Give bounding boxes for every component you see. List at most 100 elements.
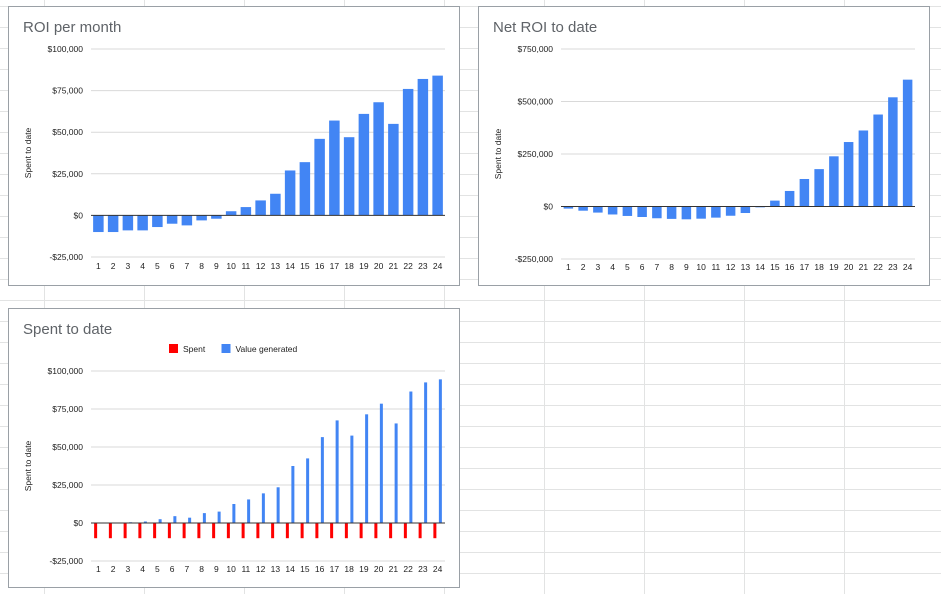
chart-plot: -$25,000 $0 $25,000 $50,000 $75,000 $100,000 S… bbox=[23, 44, 445, 271]
y-tick-label: $25,000 bbox=[52, 169, 83, 179]
x-tick-label: 13 bbox=[741, 262, 751, 272]
y-tick-label: $75,000 bbox=[52, 86, 83, 96]
chart-spent-to-date[interactable]: Spent to date -$25,000 $0 $25,000 $50,000 $7… bbox=[8, 308, 460, 588]
bar bbox=[182, 523, 186, 539]
bar bbox=[350, 435, 354, 523]
bar bbox=[270, 193, 281, 216]
bar bbox=[888, 97, 898, 207]
bar bbox=[409, 391, 413, 523]
x-tick-label: 2 bbox=[111, 564, 116, 574]
bar bbox=[343, 137, 355, 216]
y-tick-label: $0 bbox=[74, 518, 84, 528]
bar bbox=[681, 206, 692, 220]
bar bbox=[563, 206, 574, 209]
bar bbox=[261, 493, 265, 523]
x-tick-label: 8 bbox=[199, 564, 204, 574]
x-tick-label: 7 bbox=[185, 564, 190, 574]
x-tick-label: 1 bbox=[96, 261, 101, 271]
y-tick-label: $100,000 bbox=[48, 44, 84, 54]
y-axis-title: Spent to date bbox=[23, 440, 33, 491]
bar bbox=[226, 523, 230, 539]
x-tick-label: 24 bbox=[433, 564, 443, 574]
bar bbox=[799, 178, 810, 207]
bar bbox=[167, 523, 171, 539]
x-tick-label: 11 bbox=[241, 261, 250, 271]
x-tick-label: 16 bbox=[315, 261, 325, 271]
bar bbox=[166, 215, 178, 224]
y-tick-label: $50,000 bbox=[52, 127, 83, 137]
x-tick-label: 2 bbox=[111, 261, 116, 271]
bar bbox=[240, 207, 252, 216]
x-tick-label: 19 bbox=[829, 262, 839, 272]
bar bbox=[285, 523, 289, 539]
x-tick-label: 21 bbox=[389, 564, 399, 574]
x-tick-label: 8 bbox=[669, 262, 674, 272]
bar bbox=[373, 102, 384, 216]
bar bbox=[770, 200, 780, 207]
y-tick-label: -$25,000 bbox=[49, 556, 83, 566]
bar bbox=[143, 521, 147, 523]
x-tick-label: 5 bbox=[625, 262, 630, 272]
bar bbox=[181, 215, 193, 226]
bar bbox=[284, 170, 296, 216]
bar bbox=[666, 206, 677, 219]
bar bbox=[291, 466, 295, 523]
bar bbox=[902, 79, 913, 207]
x-tick-label: 10 bbox=[226, 261, 236, 271]
bar bbox=[225, 211, 237, 216]
chart-title: Spent to date bbox=[23, 321, 113, 338]
chart-title: Net ROI to date bbox=[493, 19, 598, 36]
x-tick-label: 22 bbox=[403, 261, 413, 271]
bar bbox=[255, 200, 266, 216]
x-tick-label: 6 bbox=[640, 262, 645, 272]
bar bbox=[197, 523, 201, 539]
x-tick-label: 13 bbox=[271, 564, 281, 574]
x-tick-label: 17 bbox=[330, 261, 340, 271]
x-tick-label: 20 bbox=[374, 564, 384, 574]
y-tick-label: $100,000 bbox=[48, 366, 84, 376]
x-tick-label: 9 bbox=[684, 262, 689, 272]
bar bbox=[137, 215, 148, 231]
x-tick-label: 17 bbox=[330, 564, 340, 574]
bar bbox=[418, 523, 422, 539]
x-tick-label: 19 bbox=[359, 564, 369, 574]
x-tick-label: 17 bbox=[800, 262, 810, 272]
x-tick-label: 1 bbox=[566, 262, 571, 272]
x-tick-label: 22 bbox=[403, 564, 413, 574]
x-tick-label: 9 bbox=[214, 261, 219, 271]
bar bbox=[873, 114, 883, 207]
bar bbox=[344, 523, 348, 539]
bar bbox=[315, 523, 319, 539]
bar bbox=[652, 206, 662, 219]
bar bbox=[152, 215, 163, 228]
x-tick-label: 16 bbox=[785, 262, 795, 272]
x-tick-label: 4 bbox=[610, 262, 615, 272]
chart-net-roi-to-date[interactable]: Net ROI to date -$250,000 $0 $250,000 $500,… bbox=[478, 6, 930, 286]
bar bbox=[696, 206, 706, 219]
bar bbox=[241, 523, 245, 539]
bar bbox=[394, 423, 398, 523]
legend-label: Value generated bbox=[236, 344, 298, 354]
bar bbox=[784, 190, 795, 207]
bar bbox=[711, 206, 721, 218]
bar bbox=[622, 206, 633, 216]
y-tick-label: $50,000 bbox=[52, 442, 83, 452]
x-tick-label: 15 bbox=[770, 262, 780, 272]
bar bbox=[330, 523, 334, 539]
y-tick-label: $500,000 bbox=[518, 97, 554, 107]
bar bbox=[138, 523, 142, 539]
bar bbox=[578, 206, 588, 211]
bar bbox=[403, 523, 407, 539]
x-tick-label: 14 bbox=[285, 261, 295, 271]
chart-roi-per-month[interactable]: ROI per month -$25,000 $0 $25,000 $50,000 $7… bbox=[8, 6, 460, 286]
bar bbox=[829, 156, 839, 207]
bar bbox=[256, 523, 260, 539]
bar bbox=[637, 206, 647, 217]
x-tick-label: 6 bbox=[170, 564, 175, 574]
x-tick-label: 4 bbox=[140, 261, 145, 271]
bar bbox=[188, 517, 192, 523]
y-axis-title: Spent to date bbox=[23, 127, 33, 178]
x-tick-label: 14 bbox=[755, 262, 765, 272]
x-tick-label: 18 bbox=[344, 261, 354, 271]
x-tick-label: 20 bbox=[374, 261, 384, 271]
